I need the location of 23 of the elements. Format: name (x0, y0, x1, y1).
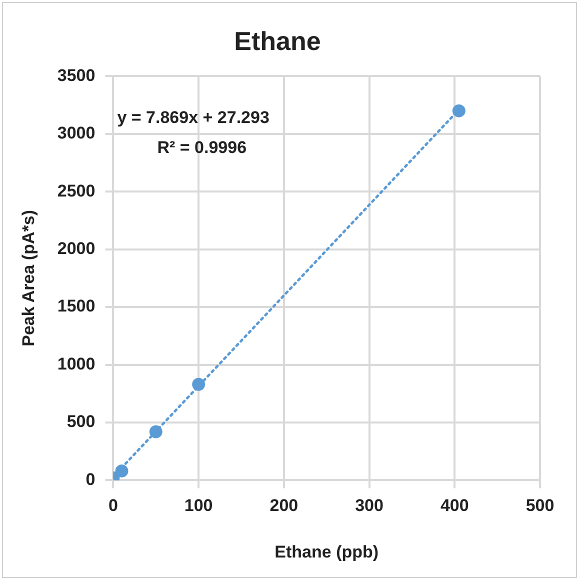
x-tick-label: 500 (526, 496, 554, 516)
point (192, 378, 206, 391)
x-tick-label: 300 (355, 496, 384, 516)
x-tick-label: 0 (108, 496, 118, 516)
point (115, 464, 128, 478)
y-tick-label: 3000 (57, 124, 96, 143)
y-tick-label: 3500 (57, 66, 96, 85)
y-tick-label: 2500 (57, 181, 96, 200)
x-tick-label: 100 (184, 496, 213, 516)
y-tick-label: 1000 (57, 354, 96, 374)
x-axis-title: Ethane (ppb) (274, 542, 379, 562)
point (149, 425, 162, 438)
chart-title: Ethane (234, 26, 321, 56)
x-tick-label: 200 (270, 496, 298, 516)
y-tick-label: 0 (86, 470, 96, 489)
annotation: y = 7.869x + 27.293 (117, 108, 270, 127)
annotation: R² = 0.9996 (157, 138, 247, 157)
y-axis-title: Peak Area (pA*s) (18, 210, 38, 346)
y-tick-label: 2000 (57, 239, 96, 258)
point (452, 104, 466, 118)
x-tick-label: 400 (440, 496, 469, 516)
y-tick-label: 500 (66, 412, 96, 432)
y-tick-label: 1500 (57, 296, 96, 316)
